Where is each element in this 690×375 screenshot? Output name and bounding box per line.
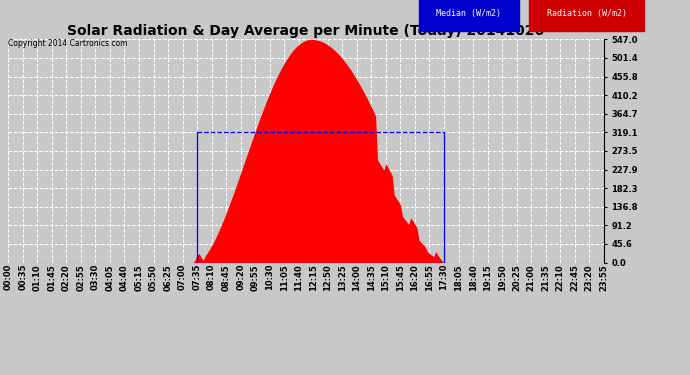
Title: Solar Radiation & Day Average per Minute (Today) 20141026: Solar Radiation & Day Average per Minute…	[68, 24, 544, 38]
Text: Copyright 2014 Cartronics.com: Copyright 2014 Cartronics.com	[8, 39, 128, 48]
Text: Radiation (W/m2): Radiation (W/m2)	[542, 9, 631, 18]
Text: Median (W/m2): Median (W/m2)	[431, 9, 506, 18]
